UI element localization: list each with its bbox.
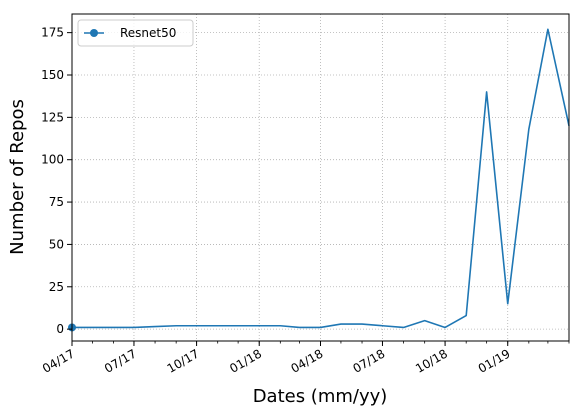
- y-tick-label: 50: [49, 237, 64, 251]
- y-axis-title: Number of Repos: [7, 99, 28, 255]
- x-tick-label: 01/18: [227, 346, 264, 375]
- legend-label: Resnet50: [120, 26, 176, 40]
- y-tick-label: 25: [49, 280, 64, 294]
- series-line-resnet50: [72, 28, 570, 329]
- grid-lines: [71, 14, 569, 341]
- legend-marker: [90, 29, 98, 37]
- x-axis-title: Dates (mm/yy): [253, 386, 388, 407]
- y-tick-label: 125: [41, 110, 64, 124]
- x-tick-label: 04/18: [289, 346, 326, 375]
- y-tick-label: 100: [41, 153, 64, 167]
- x-tick-label: 10/17: [165, 346, 202, 375]
- x-tick-label: 07/18: [350, 346, 387, 375]
- series-layer: [68, 28, 570, 332]
- y-tick-label: 150: [41, 68, 64, 82]
- x-tick-label: 10/18: [413, 346, 450, 375]
- legend-box: [77, 19, 194, 47]
- y-tick-label: 0: [56, 322, 64, 336]
- x-tick-label: 04/17: [40, 346, 77, 375]
- plot-frame: [71, 13, 570, 342]
- x-tick-label: 07/17: [102, 346, 139, 375]
- y-tick-label: 175: [41, 26, 64, 40]
- x-tick-label: 01/19: [476, 346, 513, 375]
- legend: Resnet50: [77, 19, 194, 47]
- y-tick-label: 75: [49, 195, 64, 209]
- axis-ticks: 04/17 07/17 10/17 01/18 04/18 07/18 10/18 01/19…: [40, 26, 570, 376]
